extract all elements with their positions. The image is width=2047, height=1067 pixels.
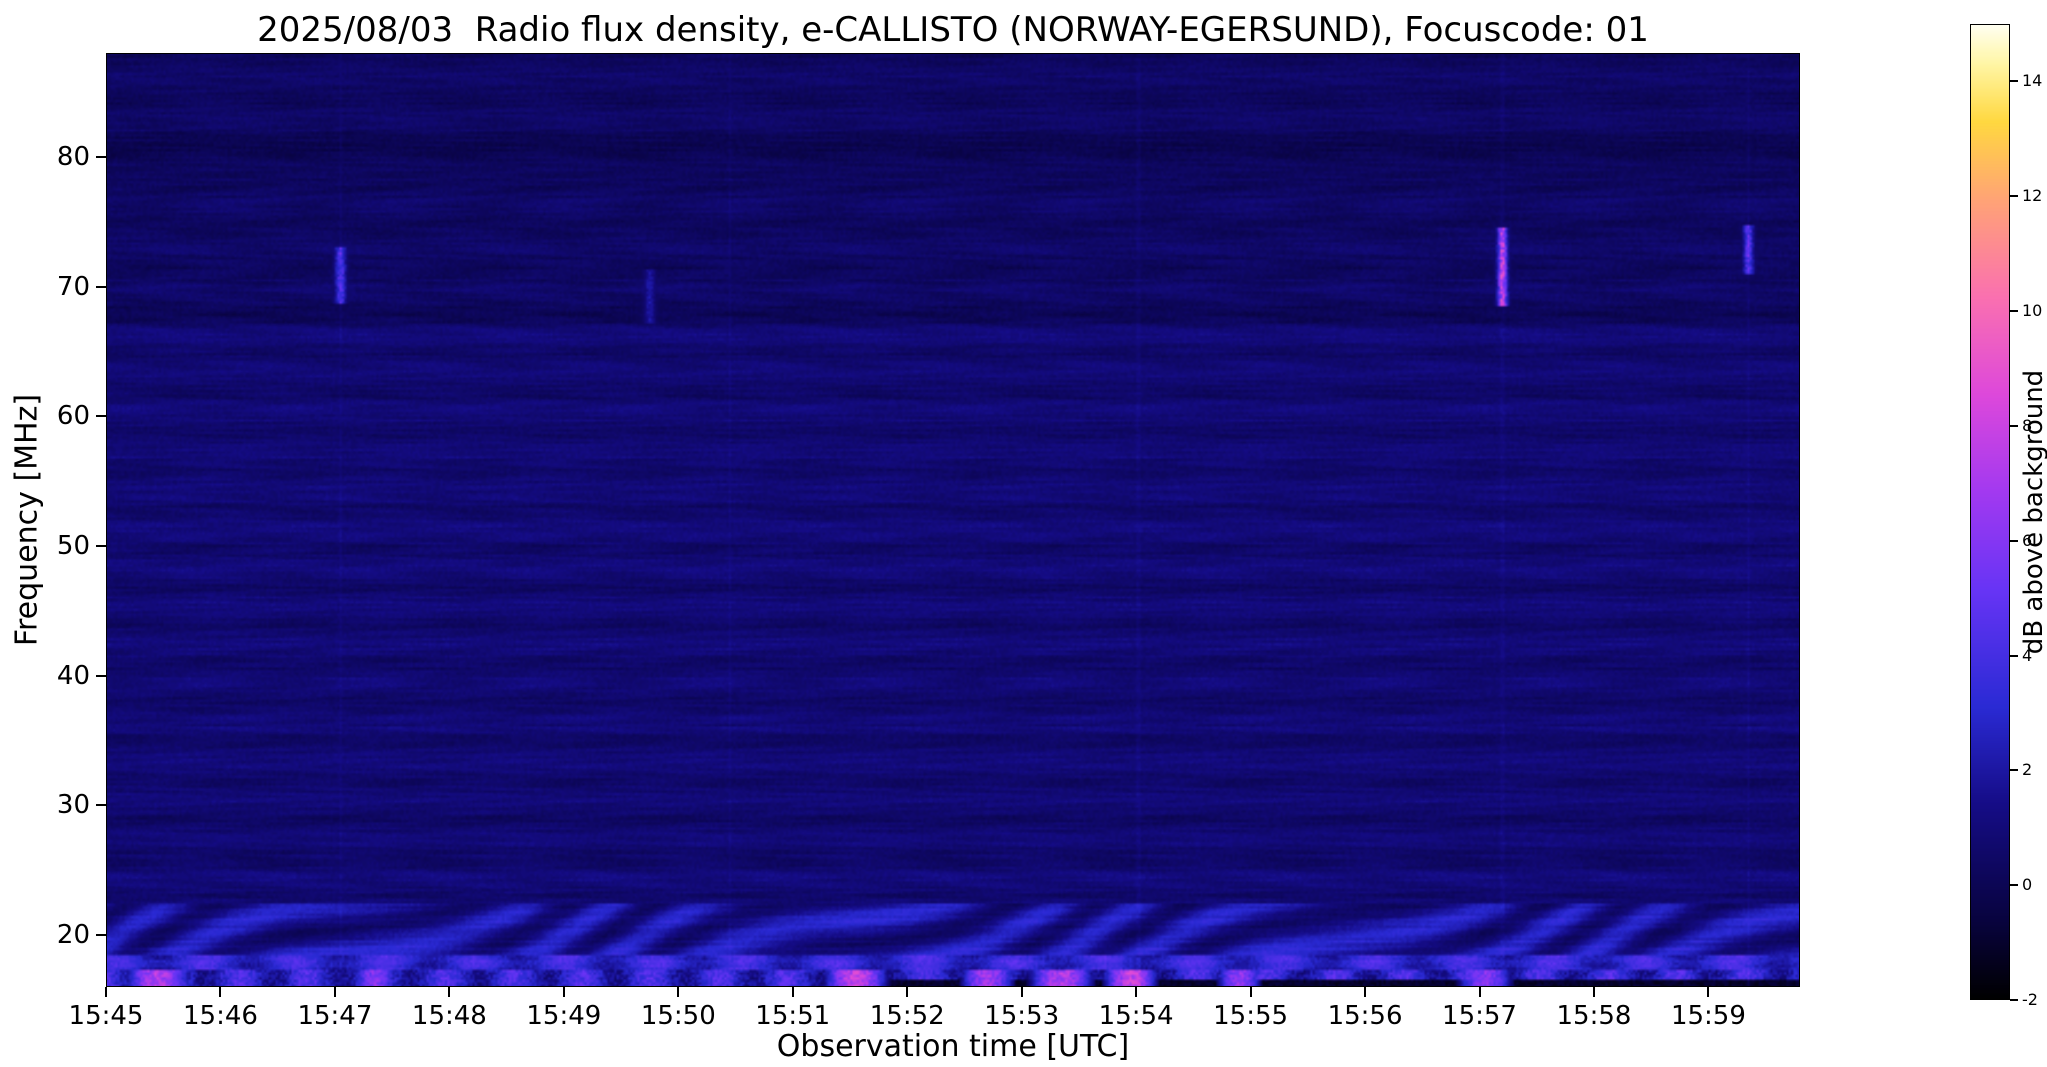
y-tick-label: 60 — [56, 401, 90, 432]
x-tick-mark — [219, 987, 222, 997]
x-tick-label: 15:58 — [1556, 1001, 1632, 1031]
x-tick-label: 15:49 — [526, 1001, 602, 1031]
y-tick-label: 20 — [56, 920, 90, 951]
colorbar-tick-label: 14 — [2022, 71, 2043, 91]
x-tick-mark — [1592, 987, 1595, 997]
x-tick-label: 15:56 — [1327, 1001, 1403, 1031]
x-tick-mark — [1364, 987, 1367, 997]
x-tick-mark — [1478, 987, 1481, 997]
x-tick-label: 15:46 — [182, 1001, 258, 1031]
colorbar-tick-label: 8 — [2022, 415, 2033, 435]
colorbar-tick-label: 4 — [2022, 645, 2033, 665]
y-tick-label: 30 — [56, 790, 90, 821]
y-tick-mark — [96, 674, 106, 677]
x-tick-label: 15:57 — [1442, 1001, 1517, 1031]
colorbar-tick-mark — [2010, 539, 2018, 542]
colorbar-tick-label: 6 — [2022, 530, 2033, 550]
colorbar-tick-label: 0 — [2022, 875, 2033, 895]
x-tick-mark — [448, 987, 451, 997]
colorbar-tick-mark — [2010, 769, 2018, 772]
x-tick-mark — [1249, 987, 1252, 997]
colorbar-label: dB above background — [2019, 369, 2047, 655]
x-tick-label: 15:51 — [755, 1001, 831, 1031]
x-tick-label: 15:53 — [984, 1001, 1060, 1031]
x-tick-mark — [1707, 987, 1710, 997]
colorbar-gradient — [1970, 24, 2010, 1000]
colorbar-tick-label: -2 — [2022, 990, 2038, 1009]
colorbar-tick-mark — [2010, 884, 2018, 887]
x-tick-mark — [906, 987, 909, 997]
x-tick-label: 15:50 — [640, 1001, 716, 1031]
x-tick-mark — [562, 987, 565, 997]
x-tick-mark — [791, 987, 794, 997]
y-tick-mark — [96, 934, 106, 937]
x-tick-mark — [1135, 987, 1138, 997]
colorbar-tick-mark — [2010, 424, 2018, 427]
x-tick-label: 15:47 — [297, 1001, 373, 1031]
y-tick-label: 50 — [56, 530, 90, 561]
colorbar-tick-label: 10 — [2022, 301, 2043, 321]
x-tick-label: 15:54 — [1098, 1001, 1174, 1031]
y-tick-mark — [96, 285, 106, 288]
colorbar-tick-mark — [2010, 654, 2018, 657]
y-tick-label: 80 — [56, 141, 90, 172]
colorbar-tick-mark — [2010, 80, 2018, 83]
colorbar-tick-label: 2 — [2022, 760, 2033, 780]
y-tick-mark — [96, 415, 106, 418]
x-tick-mark — [333, 987, 336, 997]
x-tick-mark — [105, 987, 107, 997]
y-tick-mark — [96, 544, 106, 547]
spectrogram-heatmap — [106, 53, 1800, 987]
colorbar-tick-mark — [2010, 310, 2018, 313]
colorbar-tick-mark — [2010, 999, 2018, 1001]
x-tick-mark — [677, 987, 680, 997]
x-tick-mark — [1020, 987, 1023, 997]
chart-title: 2025/08/03 Radio flux density, e-CALLIST… — [257, 10, 1649, 50]
y-tick-mark — [96, 155, 106, 158]
y-tick-mark — [96, 804, 106, 807]
colorbar-tick-mark — [2010, 195, 2018, 198]
y-tick-label: 70 — [56, 271, 90, 302]
x-tick-label: 15:45 — [68, 1001, 144, 1031]
colorbar-tick-label: 12 — [2022, 186, 2043, 206]
y-axis-label: Frequency [MHz] — [9, 393, 45, 647]
x-tick-label: 15:52 — [869, 1001, 945, 1031]
y-tick-label: 40 — [56, 660, 90, 691]
x-axis-label: Observation time [UTC] — [776, 1029, 1130, 1064]
x-tick-label: 15:55 — [1213, 1001, 1289, 1031]
x-tick-label: 15:59 — [1670, 1001, 1746, 1031]
x-tick-label: 15:48 — [411, 1001, 487, 1031]
